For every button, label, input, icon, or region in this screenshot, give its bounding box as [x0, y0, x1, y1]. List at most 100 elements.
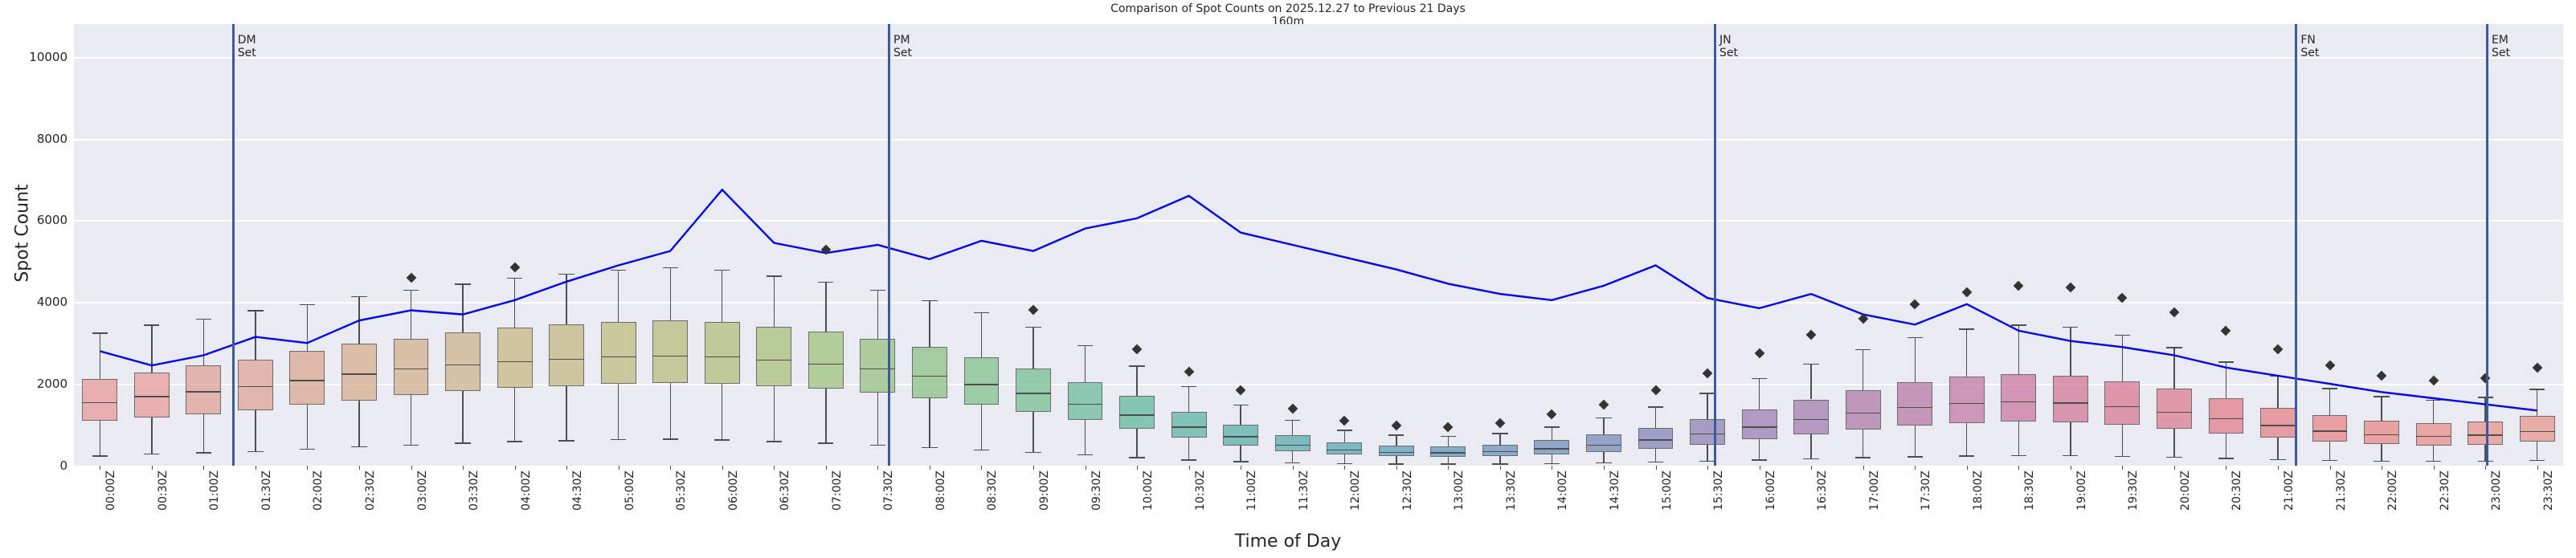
cap-lower — [1751, 459, 1768, 461]
gridline — [74, 220, 2563, 222]
whisker-upper — [617, 269, 619, 322]
cap-lower — [611, 438, 627, 441]
x-tick-label: 21:00Z — [2283, 470, 2296, 511]
outlier-marker — [1287, 403, 1298, 414]
whisker-lower — [2121, 425, 2124, 456]
x-tick-label: 12:30Z — [1400, 470, 1414, 511]
outlier-marker — [820, 244, 832, 255]
cap-upper — [506, 277, 523, 279]
cap-upper — [818, 281, 834, 283]
median-line — [911, 375, 947, 377]
whisker-lower — [617, 384, 619, 439]
cap-upper — [2166, 347, 2182, 348]
cap-lower — [2114, 455, 2131, 458]
cap-lower — [2321, 459, 2338, 462]
cap-upper — [1180, 385, 1197, 388]
x-tick-label: 20:30Z — [2230, 470, 2244, 511]
x-tick-mark — [2122, 466, 2124, 470]
gridline — [74, 138, 2563, 141]
outlier-marker — [1391, 420, 1402, 431]
whisker-lower — [2432, 445, 2435, 461]
y-tick-label: 4000 — [36, 295, 67, 310]
median-line — [1430, 452, 1466, 454]
outlier-marker — [1442, 422, 1454, 432]
x-tick-mark — [1655, 466, 1657, 470]
median-line — [2052, 402, 2088, 404]
whisker-upper — [825, 281, 827, 332]
median-line — [2208, 417, 2244, 420]
whisker-lower — [1758, 439, 1760, 460]
x-tick-mark — [670, 466, 672, 470]
x-tick-mark — [1448, 466, 1450, 470]
cap-lower — [2010, 454, 2026, 457]
median-line — [1845, 412, 1881, 414]
whisker-upper — [980, 312, 983, 358]
whisker-upper — [669, 267, 671, 320]
whisker-lower — [1447, 456, 1450, 464]
box — [1119, 396, 1155, 430]
cap-lower — [2374, 460, 2390, 462]
outlier-marker — [2325, 360, 2335, 371]
median-line — [1534, 448, 1570, 450]
x-tick-label: 19:00Z — [2075, 470, 2088, 511]
x-tick-label: 17:00Z — [1867, 470, 1881, 511]
outlier-marker — [2169, 307, 2180, 318]
whisker-lower — [1032, 411, 1034, 452]
median-line — [1741, 426, 1777, 428]
whisker-upper — [513, 277, 516, 328]
box — [1016, 368, 1051, 412]
whisker-lower — [877, 393, 879, 445]
x-tick-mark — [1396, 466, 1397, 470]
whisker-upper — [2329, 388, 2331, 416]
median-line — [445, 364, 480, 366]
x-tick-label: 18:00Z — [1971, 470, 1985, 511]
x-tick-label: 14:30Z — [1608, 470, 1621, 511]
cap-lower — [195, 452, 211, 454]
whisker-lower — [669, 383, 671, 439]
cap-upper — [714, 269, 730, 271]
x-tick-label: 18:30Z — [2023, 470, 2037, 511]
cap-lower — [92, 455, 108, 457]
whisker-upper — [1810, 363, 1812, 400]
x-tick-label: 15:00Z — [1660, 470, 1674, 511]
whisker-lower — [1136, 429, 1138, 458]
median-line — [1897, 406, 1933, 409]
x-tick-mark — [203, 466, 205, 470]
whisker-upper — [358, 295, 360, 344]
cap-upper — [1596, 417, 1612, 419]
annotation-label: EM Set — [2491, 34, 2510, 59]
cap-lower — [1492, 463, 1508, 465]
whisker-upper — [1914, 336, 1916, 383]
x-tick-mark — [151, 466, 153, 470]
whisker-lower — [1188, 438, 1190, 460]
annotation-line — [2295, 24, 2298, 466]
annotation-line — [888, 24, 891, 466]
cap-upper — [766, 275, 782, 277]
x-tick-mark — [2018, 466, 2020, 470]
whisker-upper — [2070, 326, 2071, 376]
whisker-lower — [1499, 455, 1501, 464]
box — [1171, 411, 1207, 438]
whisker-lower — [255, 410, 256, 451]
box — [2260, 407, 2296, 438]
x-tick-label: 07:00Z — [830, 470, 844, 511]
x-tick-label: 08:30Z — [986, 470, 1000, 511]
x-tick-mark — [2537, 466, 2538, 470]
median-line — [756, 359, 792, 361]
whisker-upper — [1758, 377, 1760, 409]
x-tick-label: 04:30Z — [571, 470, 585, 511]
box — [1067, 381, 1103, 420]
box — [2468, 422, 2504, 445]
whisker-lower — [358, 400, 360, 446]
whisker-lower — [773, 385, 775, 442]
x-tick-label: 22:00Z — [2386, 470, 2400, 511]
annotation-label: FN Set — [2300, 34, 2320, 59]
x-tick-label: 19:30Z — [2127, 470, 2141, 511]
cap-upper — [1025, 326, 1041, 328]
cap-upper — [2425, 399, 2442, 401]
box — [652, 320, 689, 384]
whisker-upper — [151, 324, 153, 373]
whisker-lower — [2173, 429, 2175, 458]
whisker-upper — [1084, 344, 1086, 382]
